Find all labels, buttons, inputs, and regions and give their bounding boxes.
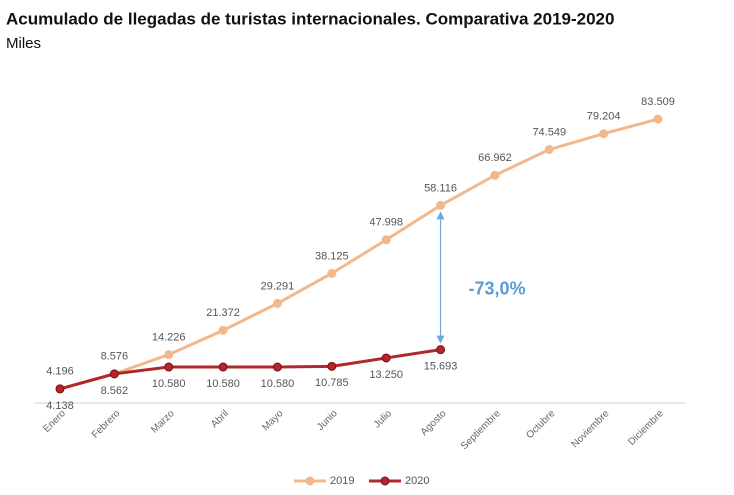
data-label: 13.250 bbox=[369, 369, 403, 381]
data-label: 15.693 bbox=[424, 361, 458, 373]
x-tick-label: Diciembre bbox=[626, 408, 666, 448]
data-label: 4.196 bbox=[46, 366, 74, 378]
x-tick-label: Noviembre bbox=[570, 408, 612, 450]
x-tick-label: Agosto bbox=[419, 408, 449, 438]
point bbox=[272, 362, 282, 372]
point bbox=[544, 145, 554, 155]
arrow-head bbox=[436, 211, 445, 220]
x-tick-label: Julio bbox=[372, 408, 395, 431]
point bbox=[436, 200, 446, 210]
point bbox=[55, 384, 65, 394]
data-label: 8.576 bbox=[101, 351, 129, 363]
point bbox=[381, 235, 391, 245]
point bbox=[381, 353, 391, 363]
data-label: 38.125 bbox=[315, 250, 349, 262]
legend-label: 2019 bbox=[330, 475, 354, 487]
data-label: 21.372 bbox=[206, 307, 240, 319]
data-label: 10.785 bbox=[315, 377, 349, 389]
point bbox=[327, 268, 337, 278]
x-tick-label: Enero bbox=[41, 408, 68, 435]
x-tick-label: Abril bbox=[209, 408, 231, 430]
point bbox=[164, 362, 174, 372]
point bbox=[490, 170, 500, 180]
annotation: -73,0% bbox=[469, 278, 526, 298]
point bbox=[218, 325, 228, 335]
data-label: 14.226 bbox=[152, 332, 186, 344]
legend-marker bbox=[380, 476, 390, 486]
data-label: 74.549 bbox=[532, 126, 566, 138]
point bbox=[327, 361, 337, 371]
point bbox=[109, 369, 119, 379]
data-label: 8.562 bbox=[101, 385, 129, 397]
point bbox=[599, 129, 609, 139]
data-label: 58.116 bbox=[424, 182, 457, 194]
data-label: 4.138 bbox=[46, 400, 74, 412]
point bbox=[272, 298, 282, 308]
point bbox=[653, 114, 663, 124]
series-line bbox=[59, 348, 441, 391]
x-tick-label: Junio bbox=[315, 408, 340, 433]
legend-label: 2020 bbox=[405, 475, 429, 487]
data-label: 47.998 bbox=[369, 217, 403, 229]
data-label: 66.962 bbox=[478, 152, 512, 164]
x-tick-label: Mayo bbox=[260, 408, 285, 433]
x-tick-label: Octubre bbox=[524, 408, 557, 441]
chart-subtitle: Miles bbox=[6, 35, 41, 52]
series-line bbox=[59, 117, 659, 391]
data-label: 10.580 bbox=[152, 378, 186, 390]
point bbox=[218, 362, 228, 372]
data-label: 10.580 bbox=[206, 378, 240, 390]
x-tick-label: Marzo bbox=[149, 408, 177, 436]
legend-marker bbox=[305, 476, 315, 486]
data-label: 29.291 bbox=[261, 280, 295, 292]
x-tick-label: Febrero bbox=[90, 408, 123, 441]
data-label: 10.580 bbox=[261, 378, 295, 390]
point bbox=[164, 350, 174, 360]
data-label: 79.204 bbox=[587, 111, 621, 123]
chart-title: Acumulado de llegadas de turistas intern… bbox=[6, 9, 614, 28]
arrow-head bbox=[436, 335, 445, 344]
x-tick-label: Septiembre bbox=[459, 408, 503, 452]
data-label: 83.509 bbox=[641, 96, 675, 108]
point bbox=[436, 345, 446, 355]
